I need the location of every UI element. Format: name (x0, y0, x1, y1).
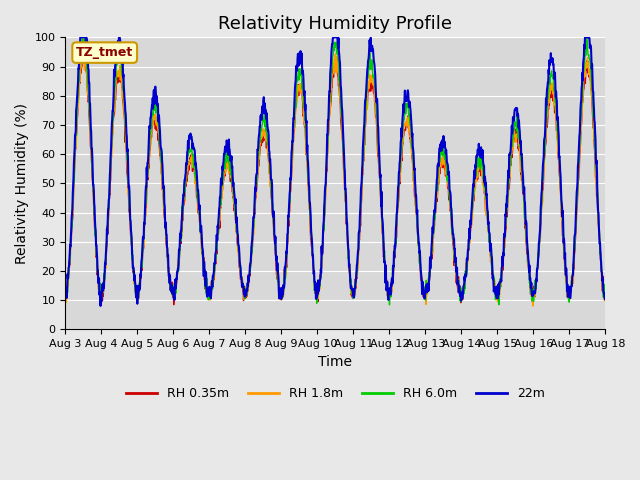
RH 0.35m (79, 54, 87, 60)
RH 6.0m (182, 178, 189, 184)
RH 1.8m (602, 289, 609, 295)
22m (602, 295, 609, 300)
RH 6.0m (420, 290, 428, 296)
22m (490, 285, 498, 290)
RH 0.35m (170, 302, 177, 308)
Y-axis label: Relativity Humidity (%): Relativity Humidity (%) (15, 103, 29, 264)
22m (61, 294, 69, 300)
RH 0.35m (182, 183, 190, 189)
RH 0.35m (538, 202, 546, 208)
RH 1.8m (80, 48, 88, 53)
22m (420, 288, 428, 294)
X-axis label: Time: Time (318, 355, 352, 369)
RH 0.35m (420, 289, 428, 295)
Line: RH 0.35m: RH 0.35m (65, 57, 605, 305)
RH 6.0m (602, 289, 609, 295)
RH 1.8m (243, 293, 250, 299)
RH 1.8m (529, 303, 537, 309)
Line: RH 1.8m: RH 1.8m (65, 50, 605, 306)
22m (538, 188, 546, 193)
RH 1.8m (61, 288, 69, 293)
22m (182, 160, 190, 166)
22m (97, 303, 104, 309)
RH 6.0m (490, 276, 498, 281)
RH 6.0m (61, 297, 69, 303)
22m (169, 285, 177, 291)
RH 6.0m (538, 197, 546, 203)
RH 6.0m (169, 293, 177, 299)
RH 1.8m (169, 294, 177, 300)
RH 0.35m (490, 278, 498, 284)
22m (243, 288, 250, 293)
22m (76, 35, 84, 40)
Text: TZ_tmet: TZ_tmet (76, 46, 133, 59)
RH 1.8m (538, 200, 546, 205)
RH 1.8m (490, 285, 498, 291)
RH 0.35m (61, 286, 69, 291)
RH 6.0m (79, 35, 86, 40)
RH 6.0m (243, 290, 250, 296)
Line: RH 6.0m: RH 6.0m (65, 37, 605, 305)
RH 1.8m (419, 286, 427, 291)
Line: 22m: 22m (65, 37, 605, 306)
RH 6.0m (386, 302, 394, 308)
Legend: RH 0.35m, RH 1.8m, RH 6.0m, 22m: RH 0.35m, RH 1.8m, RH 6.0m, 22m (120, 382, 550, 405)
RH 0.35m (169, 287, 177, 293)
RH 1.8m (182, 181, 189, 187)
RH 0.35m (243, 293, 250, 299)
Title: Relativity Humidity Profile: Relativity Humidity Profile (218, 15, 452, 33)
RH 0.35m (602, 291, 609, 297)
